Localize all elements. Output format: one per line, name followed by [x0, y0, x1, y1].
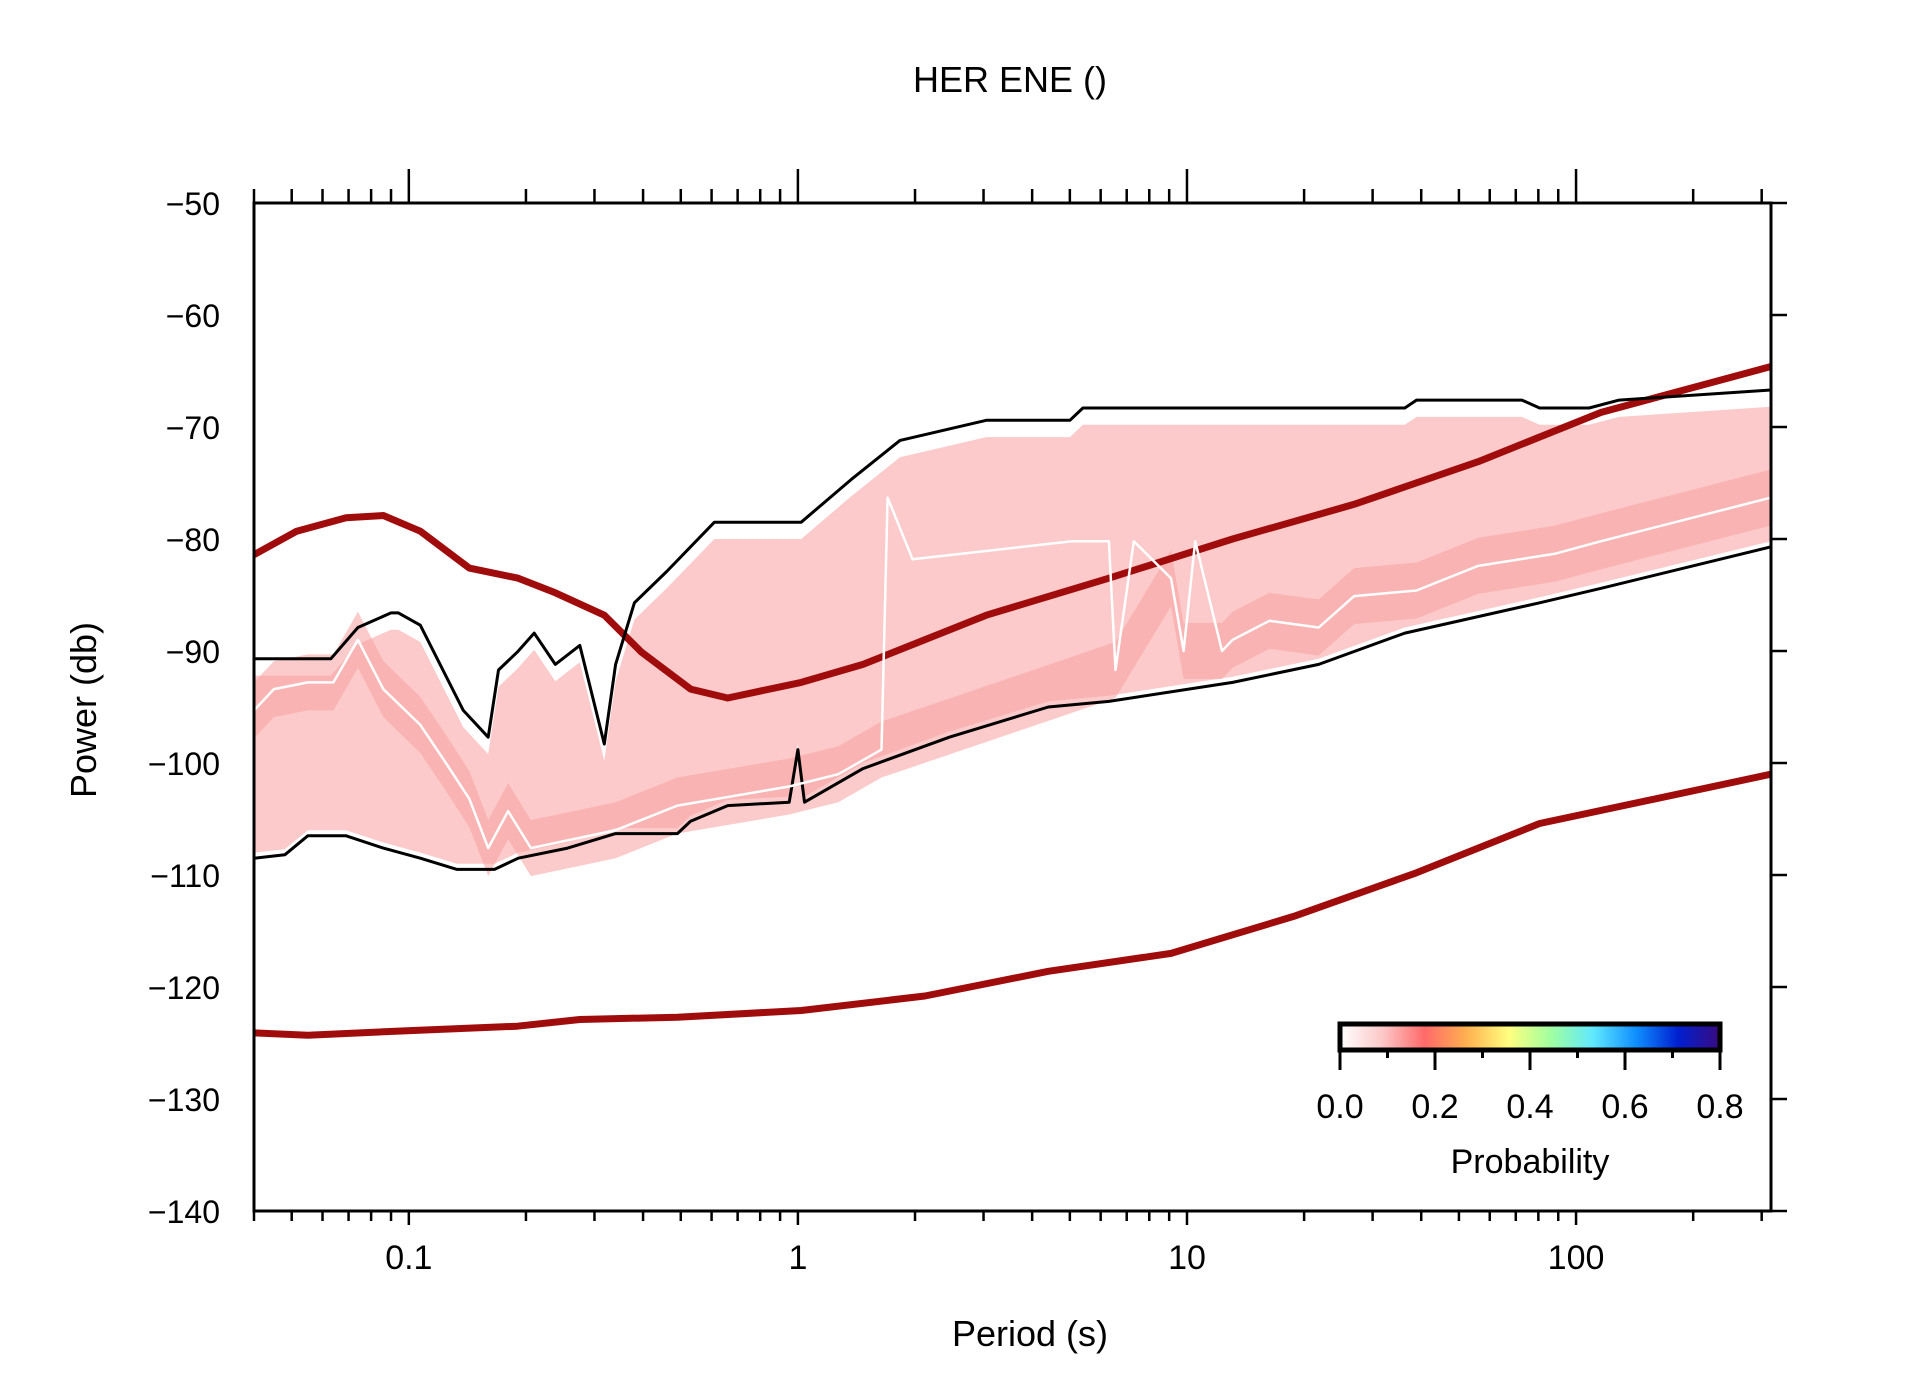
y-tick-label: −110: [150, 858, 220, 894]
pdf-region: [254, 406, 1771, 864]
y-tick-label: −90: [166, 634, 220, 670]
y-tick-label: −130: [148, 1082, 220, 1118]
series-nhnm-line: [254, 363, 1771, 702]
x-tick-label: 100: [1548, 1239, 1605, 1277]
y-axis-label: Power (db): [63, 622, 104, 798]
y-tick-label: −140: [148, 1194, 220, 1230]
colorbar-tick-label: 0.0: [1316, 1088, 1363, 1126]
series-maximum-line: [254, 388, 1771, 746]
x-tick-label: 1: [788, 1239, 807, 1277]
x-tick-label: 10: [1168, 1239, 1206, 1277]
colorbar-gradient: [1337, 1021, 1723, 1053]
colorbar-label: Probability: [1451, 1143, 1610, 1181]
colorbar: Probability 0.0 0.2 0.4 0.6 0.8: [1316, 1021, 1744, 1181]
pdf-high-density-band: [254, 469, 1771, 877]
y-tick-label: −80: [166, 522, 220, 558]
x-axis-label: Period (s): [952, 1313, 1108, 1354]
plot-area: [254, 363, 1771, 1039]
colorbar-tick-label: 0.2: [1411, 1088, 1458, 1126]
plot-frame: [252, 201, 1773, 1213]
y-tick-label: −120: [148, 970, 220, 1006]
series-nlnm-line: [254, 770, 1771, 1039]
y-tick-label: −70: [166, 410, 220, 446]
colorbar-tick-label: 0.4: [1506, 1088, 1553, 1126]
x-tick-label: 0.1: [385, 1239, 432, 1277]
axes: 0.1 1 10 100 −50 −60 −70 −80 −90 −100 −110 −120 −130…: [148, 169, 1787, 1277]
y-tick-label: −100: [148, 746, 220, 782]
colorbar-tick-label: 0.8: [1696, 1088, 1743, 1126]
chart-title: HER ENE (): [913, 59, 1107, 100]
y-tick-label: −60: [166, 298, 220, 334]
y-tick-label: −50: [166, 186, 220, 222]
series-minimum-line: [254, 545, 1771, 871]
series-mode-line: [254, 496, 1771, 850]
colorbar-tick-label: 0.6: [1601, 1088, 1648, 1126]
